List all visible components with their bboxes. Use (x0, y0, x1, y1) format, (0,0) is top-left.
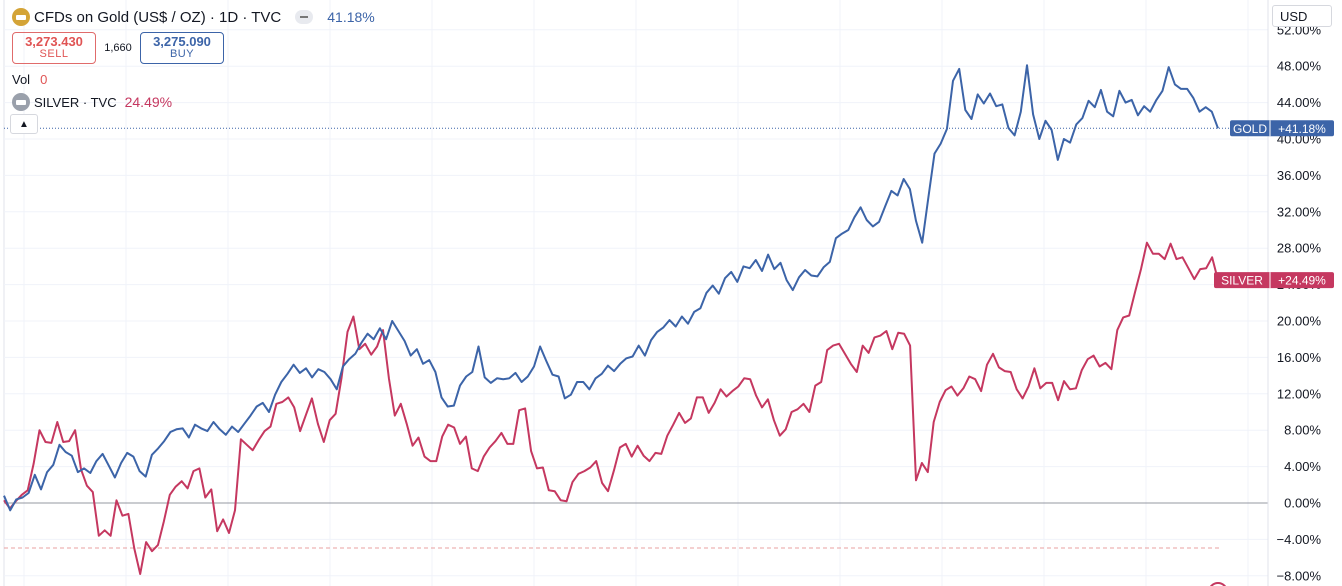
silver-badge-value: +24.49% (1278, 274, 1326, 288)
chart-grid (3, 0, 1268, 586)
sell-price: 3,273.430 (25, 34, 83, 50)
axis-tick-label: 36.00% (1277, 168, 1322, 183)
remove-icon[interactable] (295, 10, 314, 24)
gold-badge: GOLD +41.18% (1230, 120, 1334, 137)
axis-tick-label: −8.00% (1277, 568, 1322, 583)
chevron-up-icon: ▲ (19, 118, 29, 130)
axis-tick-label: 8.00% (1284, 423, 1321, 438)
currency-selector[interactable]: USD (1272, 5, 1332, 27)
chart-legend: CFDs on Gold (US$ / OZ) · 1D · TVC 41.18… (12, 6, 375, 112)
series-lines (3, 64, 1219, 575)
currency-label: USD (1280, 8, 1308, 24)
price-axis[interactable]: 52.00%48.00%44.00%40.00%36.00%32.00%28.0… (1267, 0, 1342, 586)
axis-tick-label: 48.00% (1277, 59, 1322, 74)
gold-badge-value: +41.18% (1278, 122, 1326, 136)
axis-tick-label: 16.00% (1277, 350, 1322, 365)
axis-tick-label: 20.00% (1277, 314, 1322, 329)
sell-label: SELL (39, 48, 69, 61)
price-axis-background (1268, 0, 1342, 586)
axis-tick-label: 28.00% (1277, 241, 1322, 256)
spread-value: 1,660 (104, 42, 132, 54)
gold-change-value: 41.18% (327, 9, 375, 25)
silver-badge-name: SILVER (1221, 274, 1263, 288)
compare-symbol[interactable]: SILVER · TVC (34, 94, 117, 110)
gold-coin-icon (12, 8, 30, 26)
volume-label[interactable]: Vol (12, 71, 31, 87)
collapse-legend-button[interactable]: ▲ (10, 114, 38, 134)
trade-row: 3,273.430 SELL 1,660 3,275.090 BUY (12, 32, 375, 64)
gold-series-line[interactable] (3, 64, 1219, 512)
silver-series-line[interactable] (3, 241, 1219, 575)
silver-badge-bg (1214, 272, 1334, 289)
symbol-title[interactable]: CFDs on Gold (US$ / OZ) · 1D · TVC (34, 8, 282, 26)
axis-tick-label: 4.00% (1284, 459, 1321, 474)
sell-button[interactable]: 3,273.430 SELL (12, 32, 96, 64)
series-badges: GOLD +41.18% SILVER +24.49% (1214, 120, 1334, 289)
axis-tick-label: 12.00% (1277, 386, 1322, 401)
scroll-to-realtime-icon[interactable] (1209, 582, 1227, 586)
volume-row: Vol 0 (12, 70, 375, 88)
gold-badge-name: GOLD (1233, 122, 1267, 136)
volume-value: 0 (40, 71, 48, 87)
axis-tick-label: 0.00% (1284, 496, 1321, 511)
buy-label: BUY (169, 48, 195, 61)
axis-tick-label: −4.00% (1277, 532, 1322, 547)
silver-coin-icon (12, 93, 30, 111)
axis-tick-label: 44.00% (1277, 95, 1322, 110)
gold-badge-bg (1230, 120, 1334, 137)
buy-price: 3,275.090 (153, 34, 211, 50)
silver-change-value: 24.49% (124, 94, 173, 110)
buy-button[interactable]: 3,275.090 BUY (140, 32, 224, 64)
symbol-row: CFDs on Gold (US$ / OZ) · 1D · TVC 41.18… (12, 6, 375, 28)
silver-badge: SILVER +24.49% (1214, 272, 1334, 289)
compare-row: SILVER · TVC 24.49% (12, 92, 375, 112)
axis-tick-label: 32.00% (1277, 204, 1322, 219)
